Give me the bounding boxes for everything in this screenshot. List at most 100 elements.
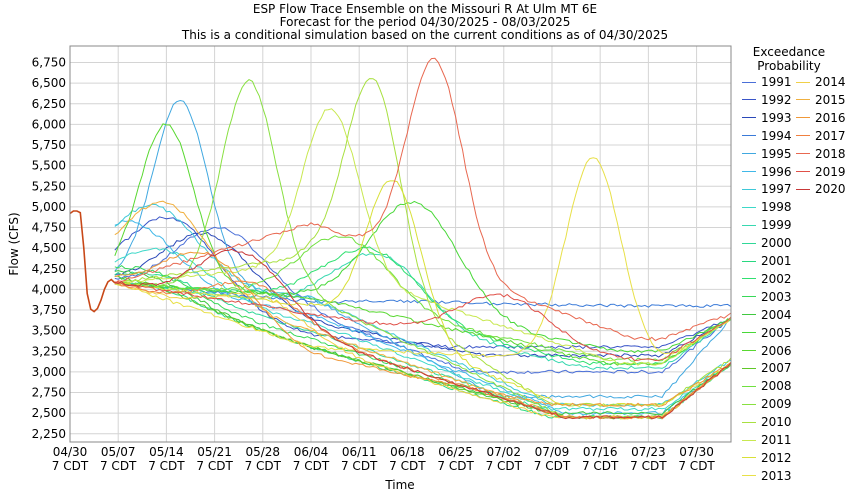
legend-swatch xyxy=(742,457,756,459)
legend-swatch xyxy=(742,99,756,101)
y-tick-label: 6,750 xyxy=(32,56,66,70)
y-tick-label: 4,500 xyxy=(32,241,66,255)
series-line-1994 xyxy=(114,281,732,308)
legend-swatch xyxy=(742,188,756,190)
x-tick-label: 06/18 xyxy=(390,445,425,459)
legend-swatch xyxy=(742,81,756,83)
legend-item-2016: 2016 xyxy=(796,109,846,127)
y-tick-label: 4,250 xyxy=(32,262,66,276)
series-line-2019 xyxy=(114,281,732,362)
y-tick-label: 4,000 xyxy=(32,282,66,296)
x-tick-sublabel: 7 CDT xyxy=(148,459,185,473)
legend-label: 2020 xyxy=(815,182,846,197)
chart-subtitle-conditions: This is a conditional simulation based o… xyxy=(181,28,669,42)
legend-item-2012: 2012 xyxy=(742,449,792,467)
legend-swatch xyxy=(796,153,810,155)
series-line-1999 xyxy=(114,252,732,370)
y-tick-label: 2,250 xyxy=(32,427,66,441)
legend-label: 2012 xyxy=(761,450,792,465)
legend-label: 1991 xyxy=(761,75,792,89)
legend-item-2015: 2015 xyxy=(796,91,846,109)
y-tick-label: 4,750 xyxy=(32,221,66,235)
x-tick-sublabel: 7 CDT xyxy=(534,459,571,473)
legend-swatch xyxy=(796,81,810,83)
x-tick-sublabel: 7 CDT xyxy=(100,459,137,473)
legend-swatch xyxy=(796,188,810,190)
legend-label: 1999 xyxy=(761,218,792,233)
legend-label: 2003 xyxy=(761,289,792,304)
legend-label: 2017 xyxy=(815,128,846,143)
y-tick-label: 5,250 xyxy=(32,179,66,193)
legend-item-1992: 1992 xyxy=(742,91,792,109)
legend-label: 2011 xyxy=(761,433,792,447)
legend-swatch xyxy=(742,403,756,405)
legend-label: 1995 xyxy=(761,146,792,161)
legend-item-1999: 1999 xyxy=(742,216,792,234)
x-tick-label: 06/04 xyxy=(294,445,329,459)
legend-label: 2010 xyxy=(761,415,792,430)
legend-item-2002: 2002 xyxy=(742,270,792,288)
x-tick-label: 06/11 xyxy=(342,445,377,459)
legend-label: 1992 xyxy=(761,92,792,107)
x-tick-sublabel: 7 CDT xyxy=(341,459,378,473)
legend-label: 2000 xyxy=(761,236,792,251)
legend-label: 2018 xyxy=(815,146,846,161)
series-line-2016 xyxy=(114,251,732,408)
legend-label: 2016 xyxy=(815,110,846,125)
legend-item-1993: 1993 xyxy=(742,109,792,127)
x-tick-sublabel: 7 CDT xyxy=(678,459,715,473)
legend-swatch xyxy=(742,439,756,441)
legend-swatch xyxy=(742,135,756,137)
legend-label: 2006 xyxy=(761,343,792,358)
legend-item-2018: 2018 xyxy=(796,145,846,163)
x-tick-label: 07/02 xyxy=(486,445,521,459)
x-tick-label: 07/23 xyxy=(631,445,666,459)
series-line-2005 xyxy=(114,200,732,354)
series-line-2014 xyxy=(114,283,732,420)
legend-swatch xyxy=(796,171,810,172)
series-line-1995 xyxy=(114,99,732,399)
x-axis-label: Time xyxy=(384,478,414,492)
x-tick-label: 07/09 xyxy=(535,445,570,459)
legend-item-1998: 1998 xyxy=(742,198,792,216)
x-tick-label: 05/21 xyxy=(197,445,232,459)
series-line-1991 xyxy=(114,226,732,374)
legend-label: 1997 xyxy=(761,182,792,197)
legend-swatch xyxy=(742,385,756,387)
y-tick-label: 6,500 xyxy=(32,76,66,90)
legend-item-2004: 2004 xyxy=(742,306,792,324)
legend-label: 2009 xyxy=(761,397,792,412)
x-tick-label: 05/14 xyxy=(149,445,184,459)
x-tick-sublabel: 7 CDT xyxy=(293,459,330,473)
x-tick-sublabel: 7 CDT xyxy=(389,459,426,473)
legend-item-2009: 2009 xyxy=(742,395,792,413)
series-line-1993 xyxy=(114,231,732,358)
y-tick-label: 5,500 xyxy=(32,159,66,173)
series-line-2011 xyxy=(114,108,732,366)
legend-item-2014: 2014 xyxy=(796,73,846,91)
legend-swatch xyxy=(742,421,756,423)
legend-label: 2005 xyxy=(761,325,792,340)
x-tick-sublabel: 7 CDT xyxy=(582,459,619,473)
x-tick-label: 06/25 xyxy=(438,445,473,459)
legend-label: 2019 xyxy=(815,164,846,179)
legend-item-1991: 1991 xyxy=(742,73,792,91)
legend-swatch xyxy=(742,475,756,477)
series-line-2012 xyxy=(114,180,732,408)
observed-line xyxy=(69,210,116,313)
legend-label: 2007 xyxy=(761,361,792,376)
chart-title: ESP Flow Trace Ensemble on the Missouri … xyxy=(252,2,598,16)
legend-swatch xyxy=(742,278,756,280)
legend-swatch xyxy=(742,171,756,172)
legend-label: 1993 xyxy=(761,110,792,125)
x-tick-sublabel: 7 CDT xyxy=(486,459,523,473)
legend-swatch xyxy=(796,99,810,101)
legend-swatch xyxy=(742,296,756,298)
y-axis: 2,250 2,500 2,750 3,000 3,250 3,500 3,750 4,000… xyxy=(32,56,66,441)
legend-swatch xyxy=(742,153,756,155)
y-axis-label: Flow (CFS) xyxy=(7,212,21,275)
y-tick-label: 5,000 xyxy=(32,200,66,214)
legend-swatch xyxy=(742,224,756,226)
